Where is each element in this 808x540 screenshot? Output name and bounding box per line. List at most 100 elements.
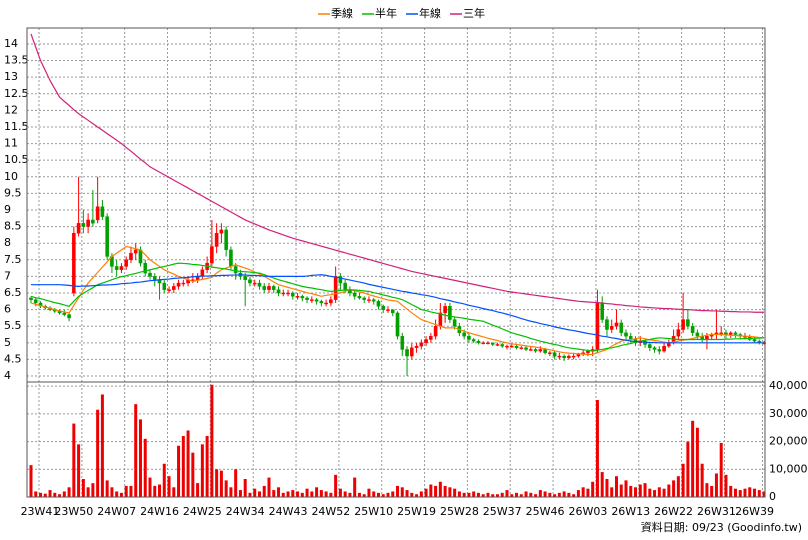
candle-body bbox=[310, 299, 314, 301]
volume-bar bbox=[277, 487, 281, 497]
volume-bar bbox=[629, 485, 633, 497]
candle-body bbox=[524, 347, 528, 350]
candle-body bbox=[605, 319, 609, 330]
candle-body bbox=[367, 299, 371, 301]
volume-bar bbox=[462, 492, 466, 497]
candle-body bbox=[576, 354, 581, 357]
candle-body bbox=[286, 292, 290, 295]
volume-bar bbox=[491, 494, 495, 497]
volume-bar bbox=[476, 492, 480, 497]
volume-bar bbox=[257, 491, 261, 497]
volume-bar bbox=[600, 472, 604, 497]
volume-bar bbox=[457, 491, 461, 497]
y-tick-label: 8.5 bbox=[4, 220, 22, 233]
candle-body bbox=[214, 233, 219, 247]
volume-bar bbox=[153, 485, 157, 497]
volume-bar bbox=[376, 492, 380, 497]
y-tick-label: 12.5 bbox=[4, 87, 29, 100]
volume-bar bbox=[338, 488, 342, 497]
candle-body bbox=[624, 332, 628, 337]
y-tick-label: 13.5 bbox=[4, 54, 29, 67]
volume-bar bbox=[405, 490, 409, 497]
volume-bar bbox=[572, 494, 576, 497]
candle-body bbox=[305, 297, 309, 300]
volume-bar bbox=[438, 481, 442, 497]
candle-body bbox=[595, 302, 600, 350]
volume-bar bbox=[281, 492, 285, 497]
volume-bar bbox=[348, 492, 352, 497]
candle-body bbox=[462, 332, 466, 337]
volume-bar bbox=[224, 480, 228, 497]
ma-line-layer bbox=[30, 33, 765, 356]
volume-bar bbox=[105, 480, 109, 497]
volume-bar bbox=[448, 487, 452, 497]
candle-body bbox=[62, 312, 67, 315]
volume-bar bbox=[100, 394, 104, 497]
candle-body bbox=[395, 312, 400, 337]
x-tick-label: 25W10 bbox=[354, 505, 393, 518]
volume-bar bbox=[719, 442, 723, 497]
axis-layer: 4 4.5 5 5.5 6 6.5 7 7.5 8 8.5 9 9.5 10 10.5 11 11.5 12 12… bbox=[4, 37, 808, 518]
candle-body bbox=[67, 314, 71, 319]
volume-bar bbox=[610, 487, 614, 497]
candle-body bbox=[600, 302, 604, 320]
volume-bar bbox=[158, 484, 162, 497]
volume-bar bbox=[443, 485, 447, 497]
volume-bar bbox=[429, 484, 433, 497]
volume-bar bbox=[238, 490, 242, 497]
y-tick-label: 11 bbox=[4, 137, 18, 150]
volume-bar bbox=[138, 419, 142, 497]
volume-bar bbox=[372, 491, 376, 497]
volume-bar bbox=[643, 483, 647, 497]
candle-body bbox=[181, 282, 186, 285]
volume-tick-label: 0 bbox=[769, 490, 776, 503]
ma-line bbox=[30, 245, 765, 356]
volume-bar bbox=[515, 492, 519, 497]
candle-body bbox=[514, 345, 519, 348]
candle-body bbox=[410, 347, 414, 357]
volume-bar bbox=[738, 490, 742, 497]
volume-bar bbox=[110, 487, 114, 497]
volume-bar bbox=[243, 478, 247, 497]
volume-bar bbox=[58, 494, 62, 497]
volume-bar bbox=[524, 491, 528, 497]
volume-bar bbox=[486, 492, 490, 497]
candle-body bbox=[229, 249, 233, 267]
candle-body bbox=[505, 345, 509, 348]
y-tick-label: 5 bbox=[4, 336, 11, 349]
candle-body bbox=[324, 302, 328, 305]
volume-bar bbox=[657, 487, 661, 497]
y-tick-label: 10.5 bbox=[4, 153, 29, 166]
volume-bar bbox=[367, 488, 371, 497]
volume-bar bbox=[381, 494, 385, 497]
volume-bar bbox=[291, 490, 295, 497]
volume-bar bbox=[467, 492, 471, 497]
volume-bar bbox=[510, 494, 514, 497]
candle-body bbox=[686, 319, 690, 327]
candle-body bbox=[476, 340, 481, 344]
volume-bar bbox=[634, 487, 638, 497]
y-tick-label: 9 bbox=[4, 203, 11, 216]
volume-bar bbox=[733, 488, 737, 497]
volume-bar bbox=[129, 485, 133, 497]
candle-body bbox=[105, 216, 109, 257]
volume-bar bbox=[396, 485, 400, 497]
candle-body bbox=[614, 322, 619, 327]
x-tick-label: 26W13 bbox=[611, 505, 650, 518]
volume-bar bbox=[200, 444, 204, 497]
volume-bar bbox=[495, 494, 499, 497]
candle-body bbox=[152, 276, 157, 280]
candle-body bbox=[543, 349, 547, 353]
y-tick-label: 11.5 bbox=[4, 120, 29, 133]
volume-bar bbox=[34, 491, 38, 497]
volume-bar bbox=[543, 491, 547, 497]
candle-body bbox=[695, 332, 700, 337]
x-tick-label: 25W46 bbox=[526, 505, 565, 518]
volume-bar bbox=[410, 492, 414, 497]
candle-body bbox=[267, 286, 271, 290]
ma-line bbox=[30, 262, 765, 352]
volume-bar bbox=[115, 491, 119, 497]
candle-body bbox=[224, 229, 228, 251]
legend-label: 季線 bbox=[331, 6, 353, 20]
volume-bar bbox=[695, 427, 699, 497]
